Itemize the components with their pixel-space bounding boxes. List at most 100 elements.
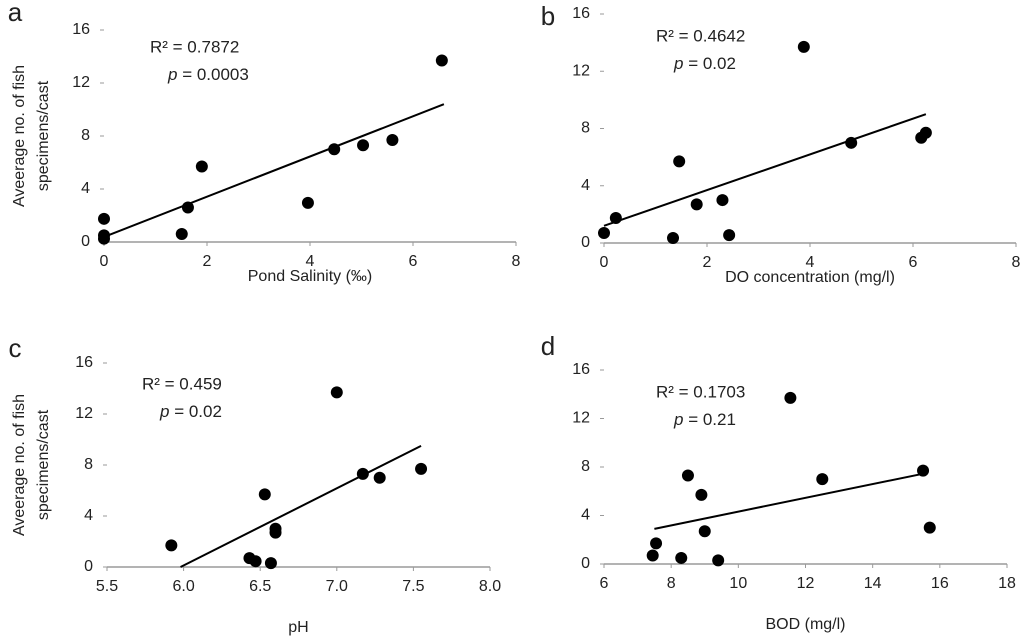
y-tick-label: 12 bbox=[75, 405, 93, 422]
scatter-point bbox=[98, 232, 110, 245]
x-tick-label: 6 bbox=[409, 253, 418, 270]
scatter-point bbox=[373, 471, 386, 484]
x-tick-label: 4 bbox=[806, 254, 815, 271]
x-tick-label: 8 bbox=[667, 575, 676, 592]
x-tick-label: 7.0 bbox=[326, 578, 348, 595]
scatter-point bbox=[435, 54, 448, 67]
scatter-point bbox=[923, 521, 936, 534]
x-tick-label: 6 bbox=[600, 575, 609, 592]
x-tick-label: 6.0 bbox=[172, 578, 194, 595]
scatter-point bbox=[415, 462, 428, 475]
y-tick-label: 0 bbox=[84, 558, 93, 575]
p-value: p = 0.02 bbox=[159, 402, 222, 421]
y-axis-title: specimens/cast bbox=[35, 80, 52, 191]
trendline bbox=[180, 444, 422, 568]
y-tick-label: 16 bbox=[75, 354, 93, 371]
x-tick-label: 8 bbox=[1012, 254, 1021, 271]
trendline bbox=[654, 472, 927, 530]
x-axis-title: Pond Salinity (‰) bbox=[248, 268, 373, 285]
trendline bbox=[603, 113, 927, 227]
x-tick-label: 0 bbox=[600, 254, 609, 271]
scatter-point bbox=[269, 526, 282, 539]
scatter-point bbox=[328, 143, 341, 156]
panel-letter: a bbox=[8, 0, 23, 27]
y-tick-label: 16 bbox=[72, 21, 90, 38]
y-tick-label: 0 bbox=[81, 233, 90, 250]
x-tick-label: 16 bbox=[931, 575, 949, 592]
scatter-point bbox=[249, 555, 262, 568]
scatter-point bbox=[609, 211, 622, 224]
r-squared: R² = 0.7872 bbox=[150, 37, 239, 56]
scatter-point bbox=[175, 228, 188, 241]
scatter-point bbox=[695, 488, 708, 501]
scatter-point bbox=[181, 201, 194, 214]
y-tick-label: 8 bbox=[581, 458, 590, 475]
scatter-point bbox=[98, 212, 110, 225]
y-tick-label: 4 bbox=[81, 180, 90, 197]
p-text: = 0.02 bbox=[683, 54, 735, 73]
x-tick-label: 6 bbox=[909, 254, 918, 271]
y-tick-label: 4 bbox=[84, 507, 93, 524]
y-tick-label: 16 bbox=[572, 361, 590, 378]
y-axis-title: specimens/cast bbox=[35, 409, 52, 520]
y-tick-label: 4 bbox=[581, 507, 590, 524]
y-tick-label: 12 bbox=[572, 410, 590, 427]
r-squared: R² = 0.459 bbox=[142, 374, 222, 393]
scatter-point bbox=[356, 467, 369, 480]
scatter-point bbox=[681, 469, 694, 482]
r-squared: R² = 0.4642 bbox=[656, 26, 745, 45]
scatter-point bbox=[195, 160, 208, 173]
scatter-point bbox=[598, 226, 610, 239]
x-tick-label: 4 bbox=[306, 253, 315, 270]
x-tick-label: 2 bbox=[703, 254, 712, 271]
trendline bbox=[103, 103, 445, 238]
scatter-point bbox=[673, 155, 686, 168]
panel-letter: c bbox=[9, 333, 22, 363]
scatter-point bbox=[784, 391, 797, 404]
panel-letter: b bbox=[541, 1, 555, 31]
p-text: = 0.02 bbox=[169, 402, 221, 421]
x-tick-label: 0 bbox=[100, 253, 109, 270]
y-tick-label: 16 bbox=[572, 5, 590, 22]
y-tick-label: 8 bbox=[581, 120, 590, 137]
scatter-point bbox=[917, 464, 930, 477]
scatter-point bbox=[690, 198, 703, 211]
p-symbol: p bbox=[673, 410, 683, 429]
x-tick-label: 8.0 bbox=[479, 578, 501, 595]
y-tick-label: 8 bbox=[81, 127, 90, 144]
scatter-point bbox=[264, 557, 277, 570]
y-tick-label: 0 bbox=[581, 234, 590, 251]
y-tick-label: 12 bbox=[572, 62, 590, 79]
scatter-point bbox=[650, 537, 663, 550]
p-text: = 0.0003 bbox=[177, 65, 248, 84]
scatter-point bbox=[845, 136, 858, 149]
scatter-point bbox=[357, 139, 370, 152]
y-tick-label: 12 bbox=[72, 74, 90, 91]
x-tick-label: 18 bbox=[998, 575, 1016, 592]
p-symbol: p bbox=[159, 402, 169, 421]
scatter-point bbox=[667, 231, 680, 244]
y-tick-label: 8 bbox=[84, 456, 93, 473]
p-text: = 0.21 bbox=[683, 410, 735, 429]
x-tick-label: 6.5 bbox=[249, 578, 271, 595]
x-axis-title: DO concentration (mg/l) bbox=[725, 269, 895, 286]
r-squared: R² = 0.1703 bbox=[656, 382, 745, 401]
x-tick-label: 2 bbox=[203, 253, 212, 270]
y-axis-title: Aveerage no. of fish bbox=[11, 394, 28, 536]
scatter-point bbox=[797, 40, 810, 53]
x-tick-label: 8 bbox=[512, 253, 521, 270]
p-value: p = 0.21 bbox=[673, 410, 736, 429]
y-tick-label: 4 bbox=[581, 177, 590, 194]
scatter-point bbox=[330, 386, 343, 399]
x-axis-title: BOD (mg/l) bbox=[766, 616, 846, 633]
scatter-point bbox=[716, 194, 729, 207]
scatter-point bbox=[712, 554, 725, 567]
x-tick-label: 14 bbox=[864, 575, 882, 592]
p-value: p = 0.02 bbox=[673, 54, 736, 73]
scatter-point bbox=[675, 551, 688, 564]
y-axis-title: Aveerage no. of fish bbox=[11, 65, 28, 207]
x-tick-label: 10 bbox=[729, 575, 747, 592]
x-tick-label: 7.5 bbox=[402, 578, 424, 595]
scatter-point bbox=[301, 196, 314, 209]
